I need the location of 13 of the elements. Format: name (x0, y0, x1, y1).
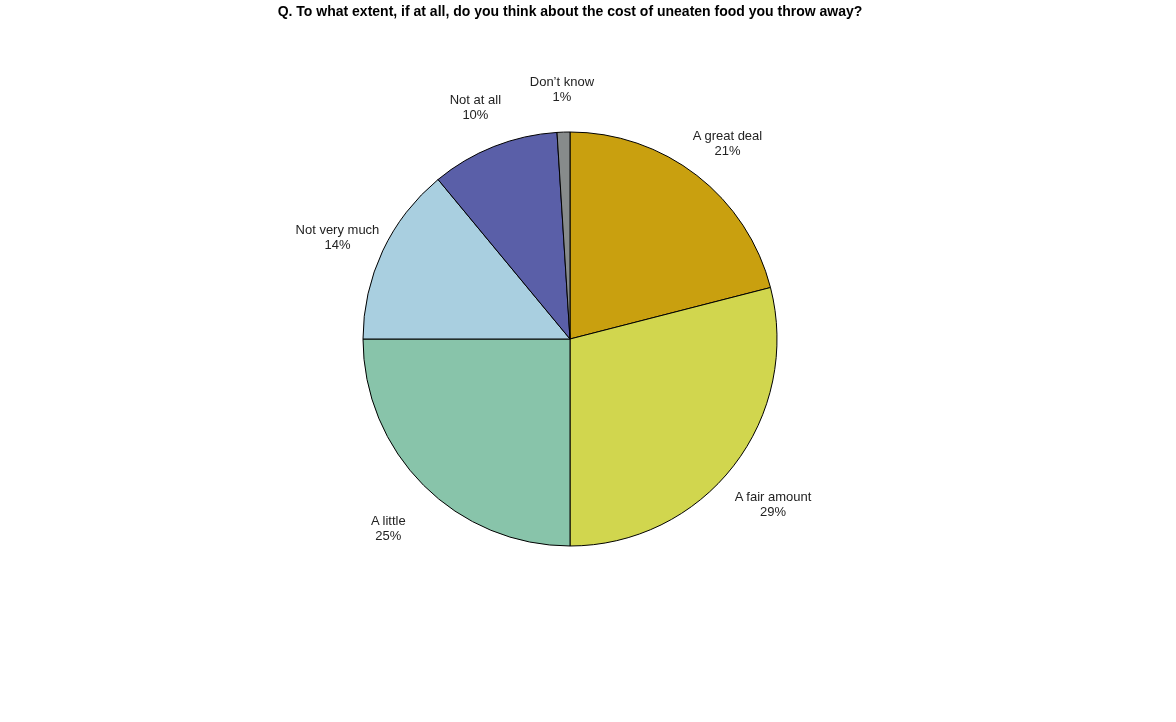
chart-title: Q. To what extent, if at all, do you think about the cost of uneaten food you throw away? (277, 3, 863, 19)
data-label: 1% (552, 89, 572, 105)
data-label: 29% (760, 503, 787, 519)
data-label: 21% (714, 142, 741, 158)
slice-label: Not very much (295, 221, 380, 237)
data-label: 10% (462, 107, 489, 123)
slice-label: Not at all (449, 92, 502, 108)
slice-label: A fair amount (734, 488, 812, 504)
slice-label: A great deal (692, 127, 763, 143)
data-label: 14% (324, 236, 351, 252)
data-label: 25% (375, 527, 402, 543)
slice-label: A little (370, 512, 406, 528)
slice-label: Don’t know (529, 74, 595, 90)
